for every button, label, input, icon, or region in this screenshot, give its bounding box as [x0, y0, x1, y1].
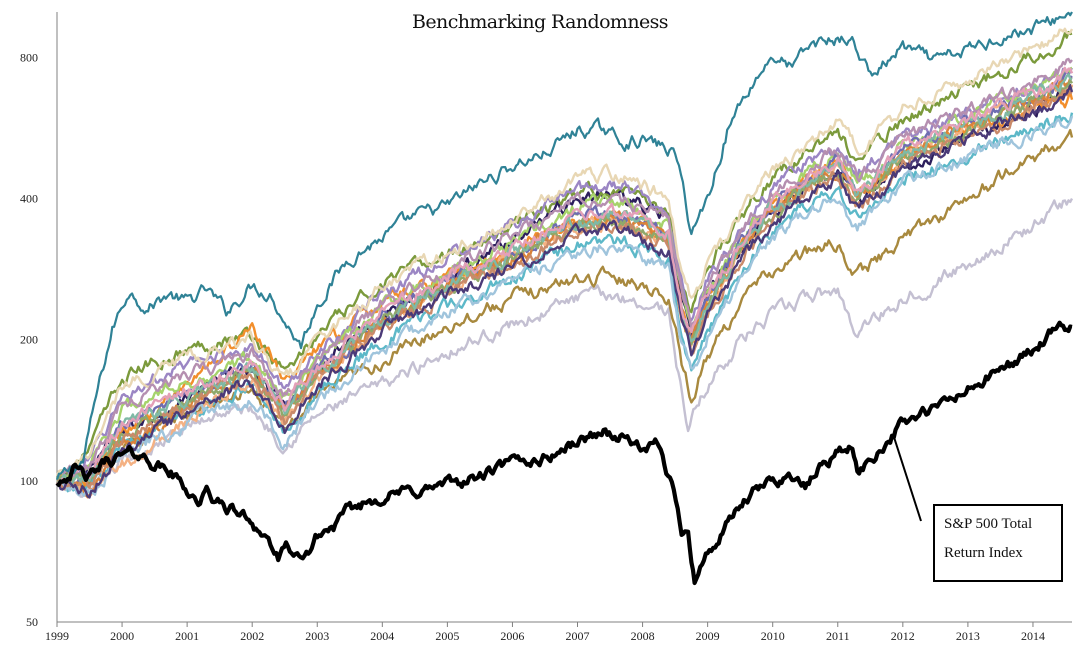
benchmark-line [55, 320, 1073, 586]
axes [56, 12, 1072, 623]
x-tick-label: 2007 [566, 629, 590, 643]
chart-title: Benchmarking Randomness [412, 11, 668, 33]
benchmark-group [55, 320, 1073, 586]
annotation-text-line-2: Return Index [944, 545, 1023, 561]
x-tick-label: 2005 [435, 629, 459, 643]
x-tick-label: 2006 [500, 629, 524, 643]
series-line [57, 128, 1074, 490]
series-line [56, 57, 1073, 488]
x-tick-label: 2002 [240, 629, 264, 643]
series-line [55, 84, 1074, 499]
x-tick-label: 2013 [956, 629, 980, 643]
x-tick-label: 2011 [826, 629, 850, 643]
y-tick-label: 50 [26, 615, 38, 629]
series-line [56, 115, 1074, 497]
annotation-pointer-line [892, 436, 922, 522]
y-tick-label: 200 [20, 333, 38, 347]
y-tick-label: 100 [20, 474, 38, 488]
series-line [56, 198, 1074, 498]
series-line [55, 66, 1074, 487]
x-tick-label: 2009 [696, 629, 720, 643]
x-tick-label: 2008 [631, 629, 655, 643]
y-tick-label: 800 [20, 50, 38, 64]
series-line [56, 84, 1074, 499]
y-tick-label: 400 [20, 192, 38, 206]
series-line [55, 66, 1073, 483]
x-tick-label: 2012 [891, 629, 915, 643]
x-tick-label: 2003 [305, 629, 329, 643]
x-tick-label: 2014 [1021, 629, 1045, 643]
x-tick-label: 1999 [45, 629, 69, 643]
annotation: S&P 500 Total Return Index [892, 436, 1063, 582]
series-group [55, 11, 1074, 499]
x-tick-label: 2010 [761, 629, 785, 643]
x-tick-label: 2000 [110, 629, 134, 643]
annotation-text-line-1: S&P 500 Total [944, 516, 1032, 532]
tick-labels: 50 100 200 400 800 1999 2000 2001 2002 2003 2004 20… [20, 50, 1045, 643]
series-line [55, 11, 1073, 480]
series-line [55, 27, 1074, 477]
series-line [55, 70, 1073, 489]
annotation-box [933, 504, 1063, 582]
x-tick-label: 2004 [370, 629, 394, 643]
x-tick-label: 2001 [175, 629, 199, 643]
series-line [56, 30, 1073, 484]
